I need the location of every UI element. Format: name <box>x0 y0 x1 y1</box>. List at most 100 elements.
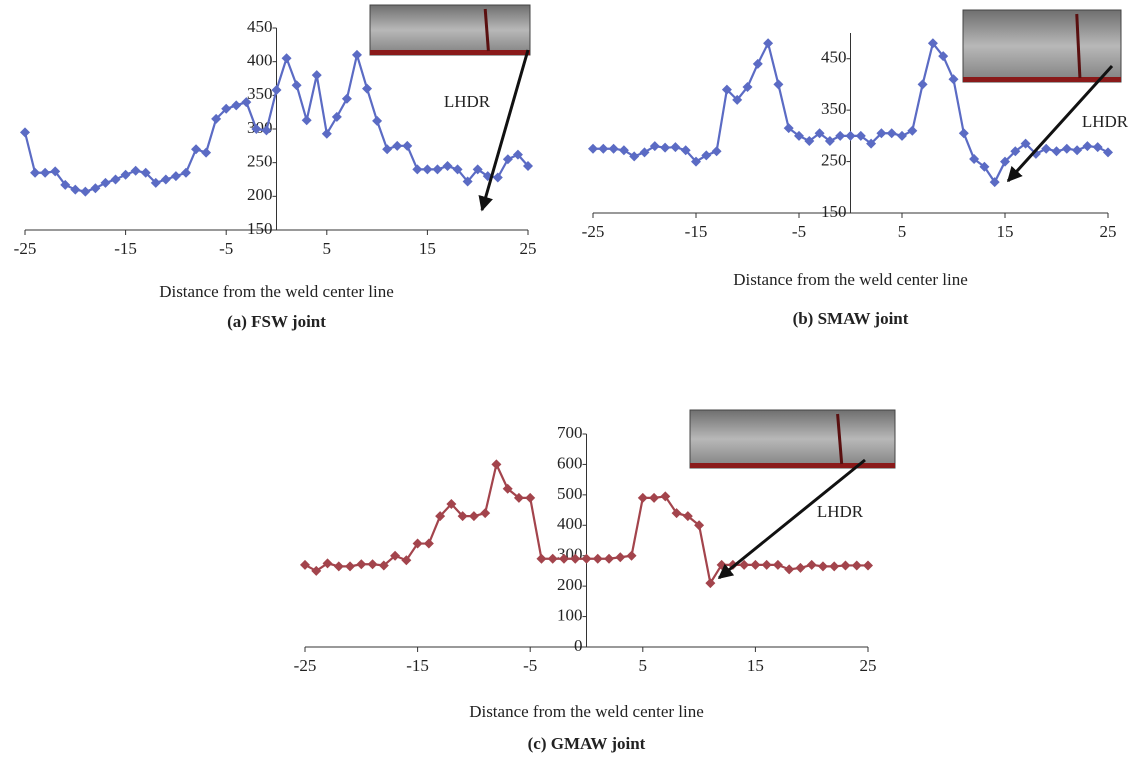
annotation: LHDR <box>444 92 491 111</box>
marker <box>90 183 101 194</box>
marker <box>442 161 453 172</box>
marker <box>1000 156 1010 167</box>
marker <box>721 84 732 95</box>
marker <box>989 177 1000 188</box>
marker <box>321 128 332 139</box>
specimen-photo <box>369 4 531 56</box>
x-tick-label: -15 <box>406 656 429 675</box>
x-tick-label: 25 <box>520 239 537 258</box>
x-tick-label: 5 <box>323 239 332 258</box>
x-tick-label: 15 <box>997 222 1014 241</box>
y-tick-label: 150 <box>247 219 273 238</box>
caption: (a) FSW joint <box>227 312 326 331</box>
marker <box>739 559 750 570</box>
marker <box>140 167 151 178</box>
marker <box>480 508 491 519</box>
marker <box>261 125 272 136</box>
y-tick-label: 350 <box>247 84 273 103</box>
marker <box>300 559 310 570</box>
marker <box>649 141 660 152</box>
marker <box>241 97 252 108</box>
marker <box>345 561 356 572</box>
marker <box>150 177 161 188</box>
x-axis-label: Distance from the weld center line <box>159 282 394 301</box>
marker <box>752 58 763 69</box>
marker <box>886 128 897 139</box>
y-tick-label: 100 <box>557 605 583 624</box>
marker <box>301 115 312 126</box>
marker <box>649 492 660 503</box>
photo-crack <box>1075 13 1082 79</box>
y-tick-label: 400 <box>247 51 273 70</box>
x-tick-label: 15 <box>747 656 764 675</box>
marker <box>422 164 433 175</box>
marker <box>341 93 352 104</box>
marker <box>502 483 513 494</box>
marker <box>1010 146 1021 157</box>
y-tick-label: 150 <box>821 202 847 221</box>
marker <box>629 151 640 162</box>
marker <box>969 154 980 164</box>
marker <box>598 143 609 154</box>
marker <box>170 171 181 182</box>
marker <box>311 70 322 81</box>
marker <box>866 138 877 149</box>
marker <box>472 164 483 175</box>
marker <box>402 140 413 151</box>
caption: (c) GMAW joint <box>528 734 646 753</box>
marker <box>1020 138 1031 149</box>
marker <box>1072 145 1083 156</box>
photo-crack <box>836 413 844 465</box>
marker <box>362 83 373 94</box>
marker <box>855 130 866 141</box>
marker <box>927 38 938 49</box>
specimen-photo <box>689 409 896 469</box>
marker <box>806 559 817 570</box>
marker <box>40 167 51 178</box>
x-tick-label: 25 <box>860 656 877 675</box>
specimen-edge <box>370 50 530 55</box>
marker <box>1103 147 1113 158</box>
marker <box>948 74 959 85</box>
y-tick-label: 350 <box>821 99 847 118</box>
marker <box>1051 146 1062 157</box>
marker <box>392 140 403 151</box>
marker <box>558 553 569 564</box>
marker <box>452 164 463 175</box>
marker <box>160 174 171 185</box>
marker <box>523 161 533 172</box>
marker <box>840 560 851 571</box>
marker <box>701 150 712 161</box>
marker <box>201 147 212 158</box>
y-tick-label: 200 <box>247 185 273 204</box>
y-tick-label: 450 <box>821 48 847 67</box>
annotation: LHDR <box>817 502 864 521</box>
y-tick-label: 700 <box>557 423 583 442</box>
marker <box>626 550 637 561</box>
x-tick-label: 25 <box>1100 222 1117 241</box>
marker <box>680 145 691 156</box>
marker <box>829 561 840 572</box>
marker <box>512 149 523 160</box>
marker <box>60 179 71 190</box>
marker <box>938 51 949 62</box>
marker <box>979 161 990 172</box>
marker <box>783 123 794 134</box>
y-tick-label: 600 <box>557 453 583 472</box>
marker <box>120 169 131 180</box>
y-tick-label: 450 <box>247 17 273 36</box>
x-tick-label: -15 <box>114 239 137 258</box>
y-tick-label: 200 <box>557 575 583 594</box>
marker <box>671 508 682 519</box>
arrow <box>1006 64 1114 183</box>
marker <box>958 128 969 139</box>
marker <box>814 128 825 139</box>
marker <box>804 136 815 146</box>
marker <box>211 113 222 124</box>
marker <box>382 144 393 155</box>
marker <box>281 53 292 64</box>
x-axis-label: Distance from the weld center line <box>733 270 968 289</box>
marker <box>897 130 907 141</box>
marker <box>639 147 650 158</box>
